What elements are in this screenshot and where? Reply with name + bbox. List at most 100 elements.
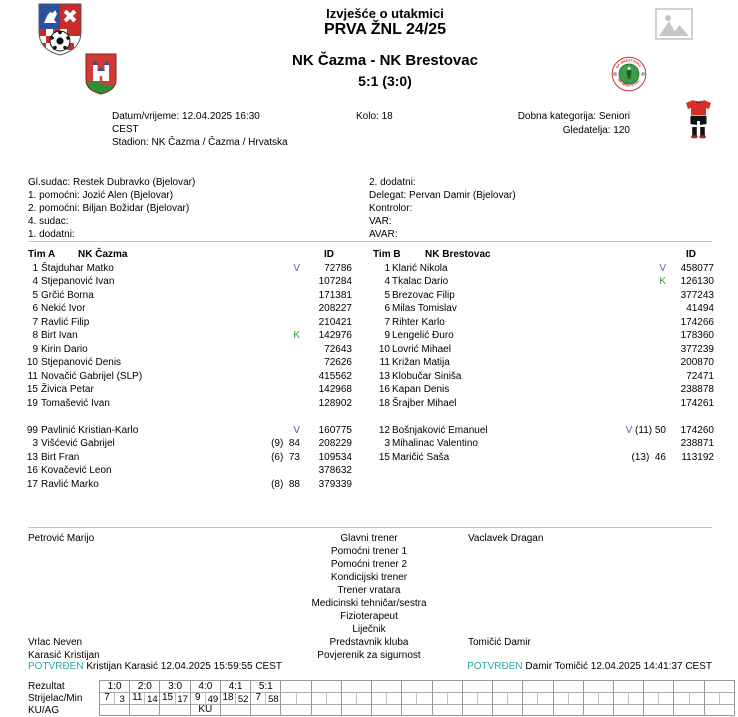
home-kit-icon bbox=[685, 99, 712, 142]
team-b-name: NK Brestovac bbox=[425, 249, 491, 260]
report-title: Izvješće o utakmici bbox=[326, 6, 444, 21]
player-id: 41494 bbox=[686, 303, 714, 314]
player-row: 6 Nekić Ivor 208227 bbox=[28, 302, 352, 316]
player-number: 3 bbox=[32, 438, 38, 449]
player-id: 72643 bbox=[324, 343, 352, 355]
player-name: Šrajber Mihael bbox=[392, 397, 457, 409]
scorer-minute-cell: 11 14 bbox=[130, 693, 160, 705]
staff-roles-column: Glavni trener Pomoćni trener 1 Pomoćni tre… bbox=[250, 532, 488, 662]
player-number: 3 bbox=[384, 438, 390, 449]
match-timezone: CEST bbox=[112, 124, 139, 135]
scorer-minute-cell: 18 52 bbox=[220, 693, 251, 705]
goal-minute: 17 bbox=[174, 693, 190, 704]
player-name: Lengelić Đuro bbox=[392, 330, 454, 341]
scorer-number: 15 bbox=[161, 693, 174, 703]
staff-name-team-a: Vrlac Neven bbox=[28, 637, 83, 648]
player-extras: (8) 88 bbox=[271, 478, 300, 491]
player-name: Maričić Saša bbox=[392, 451, 450, 463]
player-number: 12 bbox=[378, 424, 390, 436]
score-result-cell bbox=[372, 681, 402, 693]
scorer-number bbox=[674, 693, 688, 704]
score-result-cell bbox=[311, 681, 341, 693]
player-number: 99 bbox=[26, 424, 38, 436]
score-result-cell bbox=[493, 681, 523, 693]
goal-minute bbox=[718, 693, 734, 704]
scorer-number bbox=[644, 693, 658, 704]
player-row: 16 Kovačević Leon 378632 bbox=[27, 464, 352, 478]
score-event-column bbox=[432, 681, 463, 715]
divider-staff bbox=[28, 527, 712, 528]
substitution-info: (9) 84 bbox=[271, 438, 300, 449]
official-controller: Kontrolor: bbox=[369, 203, 413, 214]
scorer-minute-cell: 15 17 bbox=[160, 693, 190, 705]
player-number: 7 bbox=[32, 316, 38, 328]
team-b-label: Tim B bbox=[373, 249, 401, 260]
player-id: 171381 bbox=[318, 289, 352, 301]
staff-role-label: Kondicijski trener bbox=[330, 572, 408, 583]
goal-minute bbox=[386, 693, 401, 704]
player-name: Pavlinić Kristian-Karlo bbox=[41, 424, 139, 436]
scorer-number bbox=[614, 693, 628, 704]
official-additional-2: 2. dodatni: bbox=[369, 177, 416, 188]
score-result-cell bbox=[644, 681, 674, 693]
player-number: 13 bbox=[26, 451, 38, 463]
score-event-column: 4:1 18 52 bbox=[220, 681, 252, 715]
goal-minute bbox=[356, 693, 371, 704]
score-event-column: 2:0 11 14 bbox=[130, 681, 161, 715]
staff-name-team-b bbox=[468, 623, 688, 636]
scorer-number bbox=[402, 693, 416, 704]
goal-minute bbox=[416, 693, 431, 704]
player-name: Stjepanović Denis bbox=[41, 357, 122, 368]
score-event-column bbox=[613, 681, 645, 715]
scorer-number bbox=[705, 693, 719, 704]
score-result-cell bbox=[523, 681, 553, 693]
competition-title: PRVA ŽNL 24/25 bbox=[323, 21, 447, 38]
goal-minute bbox=[295, 693, 311, 704]
scorer-number: 7 bbox=[255, 693, 262, 703]
player-id: 208229 bbox=[318, 438, 352, 449]
score-result-cell bbox=[402, 681, 432, 693]
score-event-column bbox=[462, 681, 494, 715]
team-a-name: NK Čazma bbox=[78, 249, 128, 260]
player-number: 8 bbox=[32, 330, 38, 341]
scorer-number bbox=[523, 693, 537, 704]
ku-ag-cell bbox=[554, 705, 583, 715]
confirmation-away-status: POTVRĐEN bbox=[467, 661, 523, 672]
player-extras: K bbox=[293, 329, 300, 342]
score-event-column bbox=[523, 681, 554, 715]
goal-minute bbox=[688, 693, 704, 704]
scorer-minute-cell: 9 49 bbox=[190, 693, 220, 705]
player-id: 72626 bbox=[324, 357, 352, 368]
substitution-info: (8) 88 bbox=[271, 478, 300, 490]
player-number: 6 bbox=[384, 303, 390, 314]
player-row: 3 Višćević Gabrijel (9) 84 208229 bbox=[28, 437, 352, 451]
score-result-cell bbox=[613, 681, 644, 693]
ku-ag-cell bbox=[402, 705, 431, 715]
scorer-number: 11 bbox=[132, 693, 143, 703]
confirmation-away-text: Damir Tomičić 12.04.2025 14:41:37 CEST bbox=[522, 661, 712, 672]
player-number: 18 bbox=[378, 397, 390, 409]
scorer-minute-cell bbox=[281, 693, 311, 705]
ku-ag-cell bbox=[523, 705, 552, 715]
scorer-minute-cell bbox=[523, 693, 553, 705]
score-result-cell bbox=[341, 681, 372, 693]
photo-placeholder-icon bbox=[655, 8, 693, 40]
player-extras: (9) 84 bbox=[271, 437, 300, 450]
goal-minute bbox=[325, 693, 341, 704]
ku-ag-cell bbox=[372, 705, 401, 715]
player-name: Klarić Nikola bbox=[392, 262, 448, 274]
player-row: 6 Milas Tomislav 41494 bbox=[373, 302, 714, 316]
player-row: 19 Tomašević Ivan 128902 bbox=[27, 397, 352, 411]
player-number: 1 bbox=[32, 262, 38, 274]
officials-right-column: 2. dodatni: Delegat: Pervan Damir (Bjelo… bbox=[369, 176, 516, 241]
divider-top bbox=[28, 241, 712, 242]
player-name: Bošnjaković Emanuel bbox=[392, 424, 488, 436]
match-score: 5:1 (3:0) bbox=[358, 73, 412, 89]
team-b-header: Tim B NK Brestovac ID bbox=[373, 248, 714, 262]
home-club-crest-icon bbox=[85, 53, 117, 98]
player-number: 9 bbox=[32, 343, 38, 355]
player-name: Grčić Borna bbox=[41, 289, 94, 301]
score-progression-table: 1:0 7 3 2:0 11 14 3:0 15 17 4:0 9 49 KU 4:1 18 52 5:1 7 58 bbox=[99, 680, 735, 716]
player-name: Brezovac Filip bbox=[392, 289, 455, 301]
